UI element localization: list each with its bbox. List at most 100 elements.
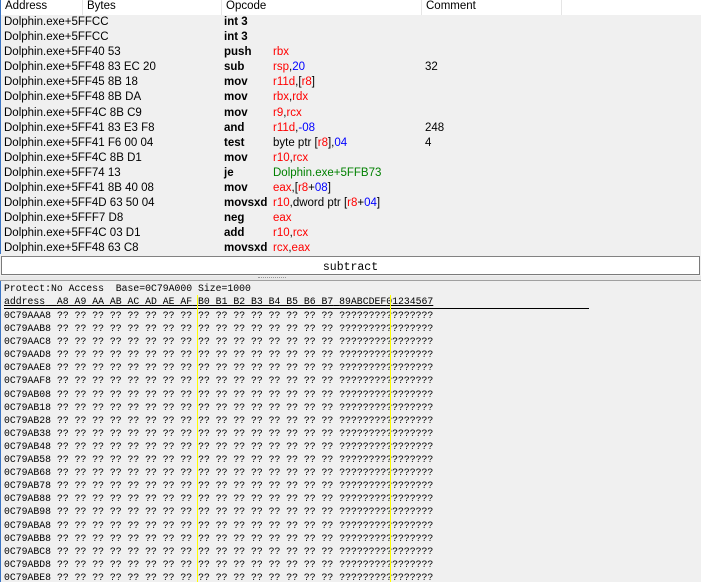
disassembler-row[interactable]: Dolphin.exe+5FF41 F6 00 04 test byte ptr [… bbox=[1, 136, 701, 151]
hex-row[interactable]: 0C79AAD8 ?? ?? ?? ?? ?? ?? ?? ?? ?? ?? ?… bbox=[4, 348, 433, 361]
operand-token: r10 bbox=[273, 227, 290, 240]
instruction-address: Dolphin.exe+5FF74 13 bbox=[4, 166, 121, 181]
hex-bytes-lo: ?? ?? ?? ?? ?? ?? ?? ?? bbox=[56, 375, 193, 387]
hex-row[interactable]: 0C79ABB8 ?? ?? ?? ?? ?? ?? ?? ?? ?? ?? ?… bbox=[4, 532, 433, 545]
hex-bytes-lo: ?? ?? ?? ?? ?? ?? ?? ?? bbox=[56, 532, 193, 544]
hex-row[interactable]: 0C79AB18 ?? ?? ?? ?? ?? ?? ?? ?? ?? ?? ?… bbox=[4, 401, 433, 414]
pane-splitter[interactable] bbox=[0, 276, 701, 281]
disassembler-row[interactable]: Dolphin.exe+5FF4C 8B C9 mov r9,rcx bbox=[1, 106, 701, 121]
hex-bytes-hi: ?? ?? ?? ?? ?? ?? ?? ?? bbox=[198, 440, 334, 452]
opcode: add bbox=[224, 227, 245, 240]
hex-row[interactable]: 0C79AAC8 ?? ?? ?? ?? ?? ?? ?? ?? ?? ?? ?… bbox=[4, 335, 433, 348]
hex-bytes-lo: ?? ?? ?? ?? ?? ?? ?? ?? bbox=[56, 545, 193, 557]
opcode: movsxd bbox=[224, 197, 268, 210]
hex-ascii-hi: ???????? bbox=[386, 532, 434, 544]
disassembler-row[interactable]: Dolphin.exe+5FFF7 D8 neg eax bbox=[1, 211, 701, 226]
disassembler-row[interactable]: Dolphin.exe+5FF48 83 EC 20 sub rsp,20 32 bbox=[1, 60, 701, 75]
operand-token: eax bbox=[273, 182, 292, 195]
disassembler-row[interactable]: Dolphin.exe+5FF40 53 push rbx bbox=[1, 45, 701, 60]
hex-row[interactable]: 0C79ABE8 ?? ?? ?? ?? ?? ?? ?? ?? ?? ?? ?… bbox=[4, 571, 433, 582]
hex-ascii-lo: ???????? bbox=[339, 427, 387, 439]
disassembler-row[interactable]: Dolphin.exe+5FF4D 63 50 04 movsxd r10,dwo… bbox=[1, 196, 701, 211]
disassembler-row[interactable]: Dolphin.exe+5FF4C 03 D1 add r10,rcx bbox=[1, 226, 701, 241]
hex-ascii-lo: ???????? bbox=[339, 519, 387, 531]
hex-ascii-hi: ???????? bbox=[386, 467, 434, 479]
hex-row[interactable]: 0C79ABA8 ?? ?? ?? ?? ?? ?? ?? ?? ?? ?? ?… bbox=[4, 519, 433, 532]
splitter-grip[interactable] bbox=[258, 277, 286, 280]
hex-header-address: address bbox=[4, 296, 46, 307]
command-input[interactable] bbox=[2, 259, 699, 276]
address-text: Dolphin.exe+5FF bbox=[4, 106, 92, 119]
disassembler-view[interactable]: Address Bytes Opcode Comment Dolphin.exe… bbox=[0, 0, 701, 254]
operand-token: ] bbox=[311, 76, 315, 89]
column-header-opcode[interactable]: Opcode bbox=[222, 0, 422, 15]
hex-row[interactable]: 0C79ABD8 ?? ?? ?? ?? ?? ?? ?? ?? ?? ?? ?… bbox=[4, 558, 433, 571]
hex-bytes-hi: ?? ?? ?? ?? ?? ?? ?? ?? bbox=[198, 362, 334, 374]
instruction-address: Dolphin.exe+5FF41 83 E3 F8 bbox=[4, 121, 155, 136]
hex-view[interactable]: Protect:No Access Base=0C79A000 Size=100… bbox=[0, 281, 701, 582]
hex-ascii-hi: ???????? bbox=[386, 440, 434, 452]
hex-row[interactable]: 0C79AB98 ?? ?? ?? ?? ?? ?? ?? ?? ?? ?? ?… bbox=[4, 505, 433, 518]
disassembler-row[interactable]: Dolphin.exe+5FF48 63 C8 movsxd rcx,eax bbox=[1, 241, 701, 254]
hex-row-address: 0C79AB68 bbox=[4, 467, 52, 479]
disassembler-row[interactable]: Dolphin.exe+5FF45 8B 18 mov r11d,[r8] bbox=[1, 75, 701, 90]
hex-row[interactable]: 0C79AB28 ?? ?? ?? ?? ?? ?? ?? ?? ?? ?? ?… bbox=[4, 414, 433, 427]
disassembler-row[interactable]: Dolphin.exe+5FF48 8B DA mov rbx,rdx bbox=[1, 90, 701, 105]
operands: eax bbox=[273, 211, 292, 226]
opcode: mov bbox=[224, 182, 248, 195]
hex-row[interactable]: 0C79AB08 ?? ?? ?? ?? ?? ?? ?? ?? ?? ?? ?… bbox=[4, 388, 433, 401]
disassembler-row[interactable]: Dolphin.exe+5FFCC int 3 bbox=[1, 30, 701, 45]
operand-token: , bbox=[283, 106, 287, 119]
operand-token: + bbox=[357, 197, 365, 210]
hex-ascii-lo: ???????? bbox=[339, 362, 387, 374]
operand-token: r11d bbox=[273, 121, 296, 134]
bytes-text: 40 53 bbox=[91, 46, 121, 59]
operand-token: r8 bbox=[297, 182, 309, 195]
hex-row[interactable]: 0C79AB68 ?? ?? ?? ?? ?? ?? ?? ?? ?? ?? ?… bbox=[4, 466, 433, 479]
operand-token: rcx bbox=[273, 242, 289, 254]
hex-bytes-hi: ?? ?? ?? ?? ?? ?? ?? ?? bbox=[198, 310, 334, 321]
opcode: mov bbox=[224, 76, 248, 89]
address-text: Dolphin.exe+5FF bbox=[4, 136, 92, 149]
disassembler-row[interactable]: Dolphin.exe+5FF41 8B 40 08 mov eax,[r8+08] bbox=[1, 181, 701, 196]
bytes-text: 4D 63 50 04 bbox=[91, 197, 155, 210]
instruction-address: Dolphin.exe+5FF40 53 bbox=[4, 45, 121, 60]
hex-row[interactable]: 0C79AB48 ?? ?? ?? ?? ?? ?? ?? ?? ?? ?? ?… bbox=[4, 440, 433, 453]
disassembler-row[interactable]: Dolphin.exe+5FF41 83 E3 F8 and r11d,-08 248 bbox=[1, 121, 701, 136]
operand-token: rbx bbox=[273, 91, 289, 104]
hex-ascii-lo: ???????? bbox=[339, 323, 387, 335]
instruction-address: Dolphin.exe+5FF4D 63 50 04 bbox=[4, 196, 155, 211]
column-header-address[interactable]: Address bbox=[1, 0, 83, 15]
hex-bytes-hi: ?? ?? ?? ?? ?? ?? ?? ?? bbox=[198, 388, 334, 400]
hex-ascii-lo: ???????? bbox=[339, 454, 387, 466]
hex-row[interactable]: 0C79AB58 ?? ?? ?? ?? ?? ?? ?? ?? ?? ?? ?… bbox=[4, 453, 433, 466]
bytes-text: CC bbox=[91, 16, 109, 28]
disassembler-row[interactable]: Dolphin.exe+5FF74 13 je Dolphin.exe+5FFB73 bbox=[1, 166, 701, 181]
hex-rows: 0C79AAA8 ?? ?? ?? ?? ?? ?? ?? ?? ?? ?? ?… bbox=[4, 309, 433, 582]
hex-row-address: 0C79AB38 bbox=[4, 427, 52, 439]
hex-bytes-lo: ?? ?? ?? ?? ?? ?? ?? ?? bbox=[56, 519, 193, 531]
hex-row[interactable]: 0C79AAE8 ?? ?? ?? ?? ?? ?? ?? ?? ?? ?? ?… bbox=[4, 361, 433, 374]
command-input-box[interactable] bbox=[1, 256, 700, 276]
hex-row[interactable]: 0C79ABC8 ?? ?? ?? ?? ?? ?? ?? ?? ?? ?? ?… bbox=[4, 545, 433, 558]
hex-row[interactable]: 0C79AB38 ?? ?? ?? ?? ?? ?? ?? ?? ?? ?? ?… bbox=[4, 427, 433, 440]
operand-token: Dolphin.exe+5FFB73 bbox=[273, 166, 382, 179]
hex-bytes-hi: ?? ?? ?? ?? ?? ?? ?? ?? bbox=[198, 545, 334, 557]
hex-ascii-lo: ???????? bbox=[339, 375, 387, 387]
disassembler-row[interactable]: Dolphin.exe+5FFCC int 3 bbox=[1, 15, 701, 30]
operand-token: ], bbox=[327, 136, 335, 149]
comment: 32 bbox=[425, 61, 438, 74]
disassembler-row[interactable]: Dolphin.exe+5FF4C 8B D1 mov r10,rcx bbox=[1, 151, 701, 166]
column-header-comment[interactable]: Comment bbox=[422, 0, 562, 15]
operand-token: byte ptr [ bbox=[273, 136, 318, 149]
hex-row[interactable]: 0C79AB78 ?? ?? ?? ?? ?? ?? ?? ?? ?? ?? ?… bbox=[4, 479, 433, 492]
hex-ascii-lo: ???????? bbox=[339, 571, 387, 582]
hex-ascii-lo: ???????? bbox=[339, 467, 387, 479]
hex-row[interactable]: 0C79AAB8 ?? ?? ?? ?? ?? ?? ?? ?? ?? ?? ?… bbox=[4, 322, 433, 335]
hex-row[interactable]: 0C79AAF8 ?? ?? ?? ?? ?? ?? ?? ?? ?? ?? ?… bbox=[4, 374, 433, 387]
hex-ascii-lo: ???????? bbox=[339, 349, 387, 361]
hex-row[interactable]: 0C79AAA8 ?? ?? ?? ?? ?? ?? ?? ?? ?? ?? ?… bbox=[4, 309, 433, 322]
column-header-bytes[interactable]: Bytes bbox=[83, 0, 222, 15]
hex-ascii-hi: ???????? bbox=[386, 519, 434, 531]
hex-row[interactable]: 0C79AB88 ?? ?? ?? ?? ?? ?? ?? ?? ?? ?? ?… bbox=[4, 492, 433, 505]
